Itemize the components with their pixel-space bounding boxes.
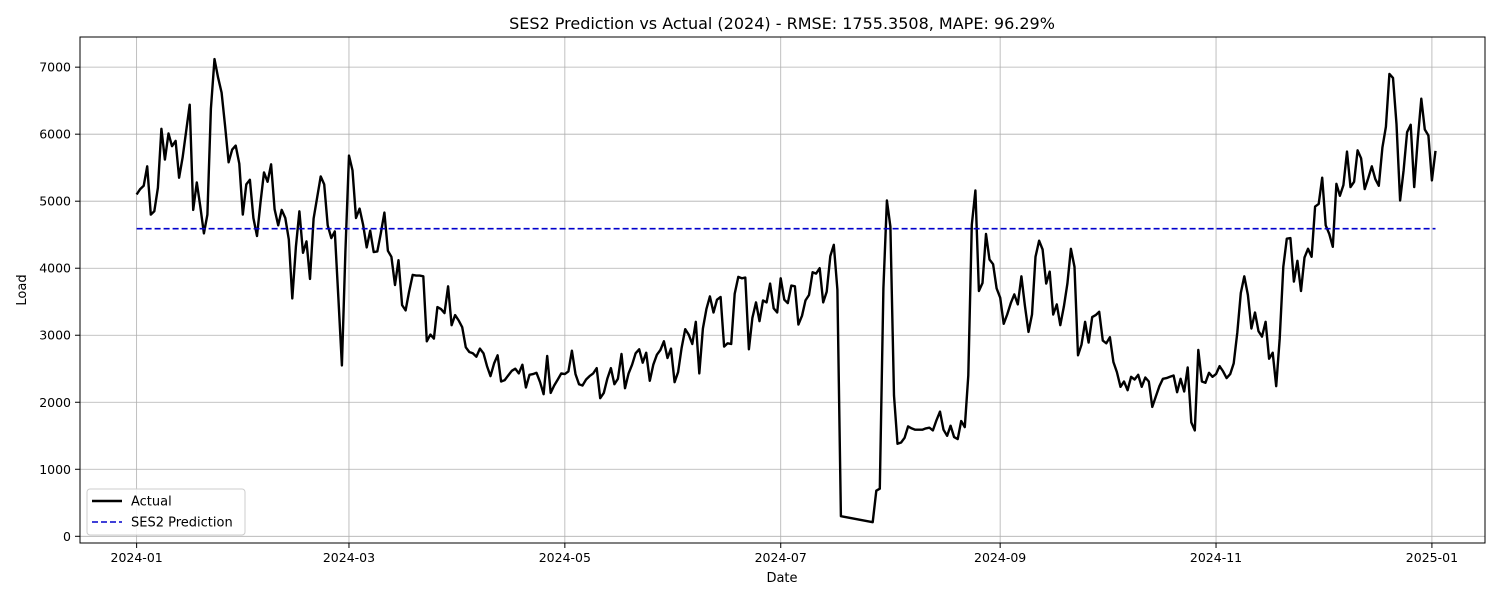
- x-tick-label: 2024-09: [974, 550, 1026, 565]
- chart-title: SES2 Prediction vs Actual (2024) - RMSE:…: [509, 14, 1055, 33]
- y-tick-label: 5000: [39, 194, 71, 209]
- x-tick-label: 2024-01: [111, 550, 163, 565]
- y-tick-label: 6000: [39, 127, 71, 142]
- legend: Actual SES2 Prediction: [86, 488, 246, 536]
- x-tick-label: 2024-11: [1190, 550, 1242, 565]
- x-tick-label: 2024-03: [323, 550, 375, 565]
- y-axis-ticks: 0 1000 2000 3000 4000 5000 6000 7000: [39, 60, 80, 544]
- y-tick-label: 0: [63, 529, 71, 544]
- legend-label: Actual: [131, 495, 172, 510]
- x-tick-label: 2024-05: [539, 550, 591, 565]
- legend-box: [86, 488, 246, 536]
- legend-label: SES2 Prediction: [131, 516, 233, 531]
- x-axis-ticks: 2024-01 2024-03 2024-05 2024-07 2024-09 2024-…: [111, 543, 1458, 565]
- grid: [80, 37, 1485, 543]
- y-tick-label: 7000: [39, 60, 71, 75]
- x-tick-label: 2024-07: [755, 550, 807, 565]
- y-tick-label: 4000: [39, 261, 71, 276]
- x-axis-label: Date: [766, 571, 797, 586]
- plot-frame: [79, 36, 1486, 544]
- series-group: [135, 57, 1437, 524]
- y-tick-label: 3000: [39, 328, 71, 343]
- series-line-actual: [135, 57, 1437, 524]
- y-axis-label: Load: [15, 274, 30, 305]
- y-tick-label: 2000: [39, 395, 71, 410]
- x-tick-label: 2025-01: [1406, 550, 1458, 565]
- y-tick-label: 1000: [39, 462, 71, 477]
